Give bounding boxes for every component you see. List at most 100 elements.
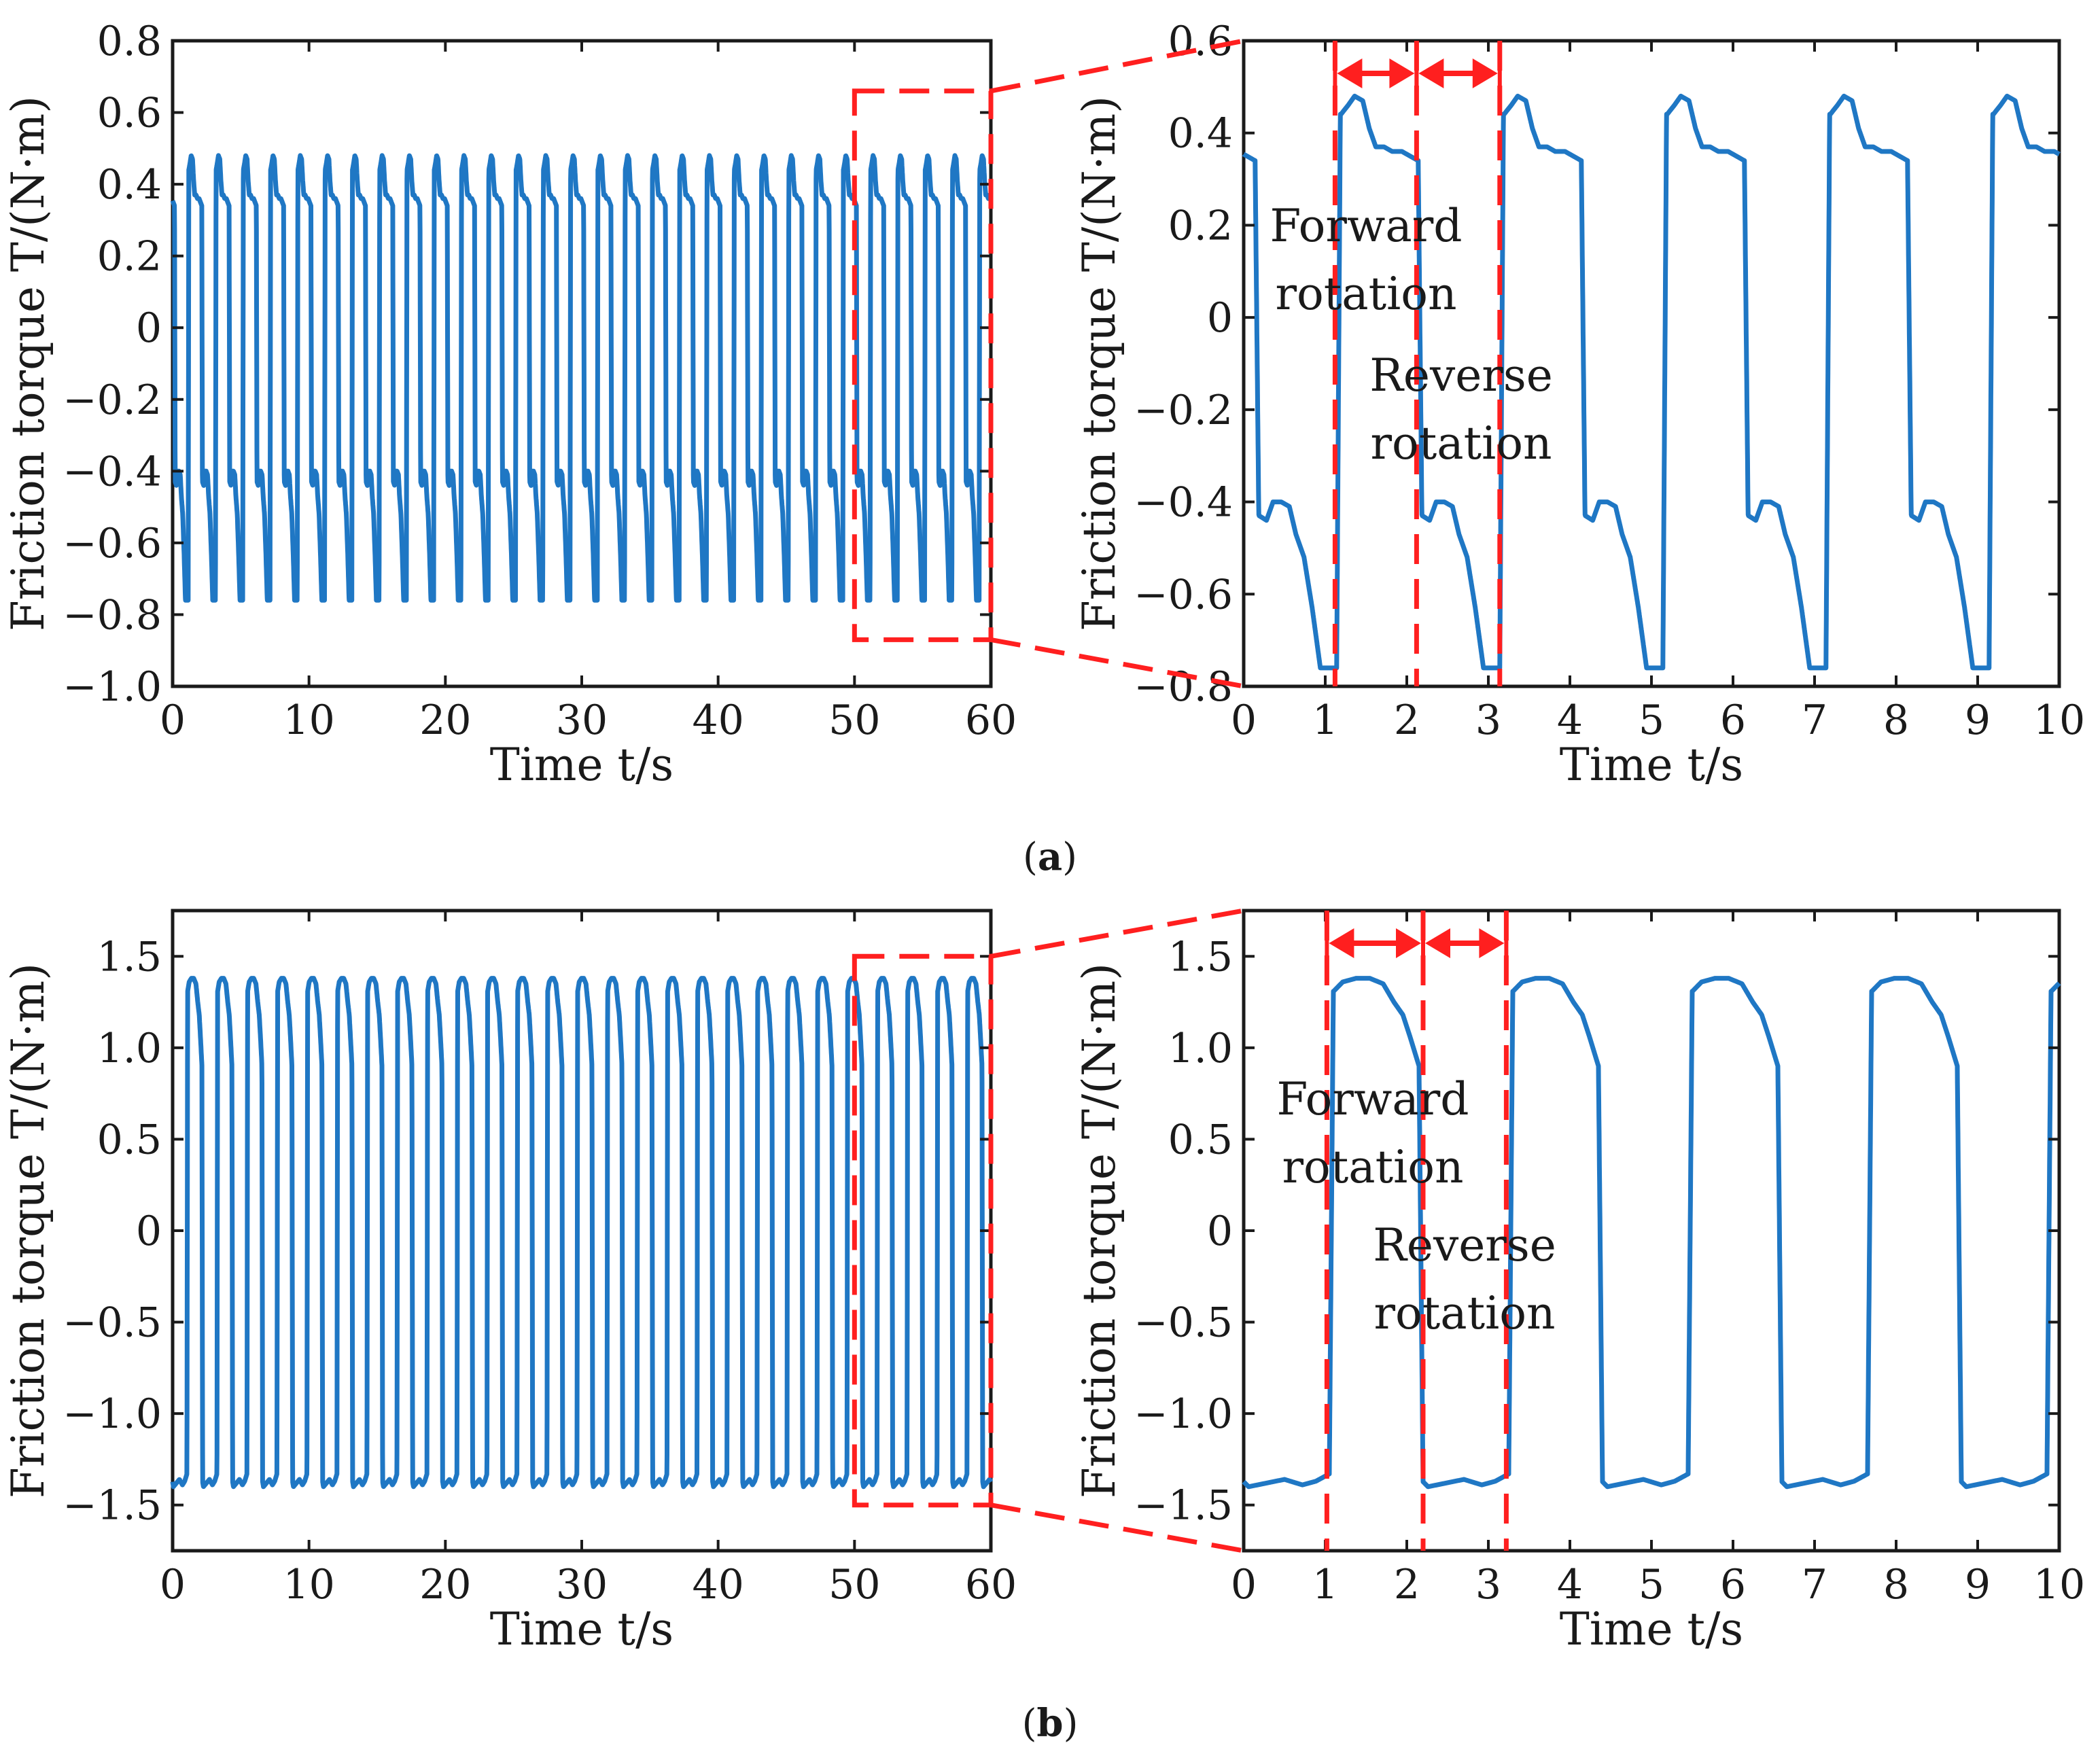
x-tick-label: 0	[1231, 697, 1257, 744]
y-tick-label: −1.5	[63, 1482, 162, 1530]
chart-b-full: 0 10 20 30 40 50 60 −1.5 −1.0 −0.5 0 0.5 1.0 1.5 Time …	[2, 909, 1017, 1655]
y-tick-label: −1.0	[63, 1390, 162, 1438]
x-tick-label: 40	[692, 1561, 743, 1608]
series-line-friction-torque	[1241, 976, 2062, 1490]
y-axis-label: Friction torque T/(N·m)	[2, 96, 54, 631]
x-tick-label: 1	[1312, 697, 1338, 744]
x-tick-label: 7	[1802, 697, 1827, 744]
arrow-head-left	[1337, 58, 1363, 88]
y-tick-label: −0.6	[1134, 571, 1233, 618]
y-tick-label: −1.0	[63, 663, 162, 711]
y-tick-label: 0	[136, 304, 162, 352]
annotation-reverse: rotation	[1373, 1287, 1555, 1339]
y-axis-label: Friction torque T/(N·m)	[1073, 96, 1125, 631]
arrow-head-left	[1329, 928, 1354, 958]
x-tick-label: 4	[1557, 697, 1583, 744]
chart-b-zoom: 0 1 2 3 4 5 6 7 8 9 10 −1.5 −1.0 −0.5 0 0.5 1.0 1.5 Time t…	[1073, 909, 2085, 1655]
arrow-head-right	[1389, 58, 1415, 88]
y-tick-label: 1.0	[1168, 1025, 1233, 1072]
x-tick-label: 5	[1639, 1561, 1664, 1608]
x-tick-label: 60	[965, 697, 1017, 744]
x-axis-label: Time t/s	[1560, 739, 1743, 791]
x-tick-label: 9	[1965, 1561, 1991, 1608]
y-tick-label: 0.2	[1168, 202, 1233, 249]
x-tick-label: 0	[1231, 1561, 1257, 1608]
y-tick-label: 0.4	[1168, 110, 1233, 158]
annotation-reverse: rotation	[1370, 417, 1552, 470]
y-tick-label: 0.5	[97, 1116, 162, 1163]
y-tick-label: 0.6	[97, 90, 162, 137]
x-tick-label: 4	[1557, 1561, 1583, 1608]
x-tick-label: 3	[1475, 697, 1501, 744]
y-axis-label: Friction torque T/(N·m)	[1073, 963, 1125, 1498]
arrow-head-left	[1425, 928, 1450, 958]
x-tick-label: 0	[160, 1561, 186, 1608]
x-tick-label: 5	[1639, 697, 1664, 744]
caption-b-letter: b	[1036, 1701, 1063, 1746]
x-tick-label: 10	[283, 1561, 334, 1608]
y-tick-label: −0.5	[63, 1299, 162, 1347]
y-tick-label: −0.2	[1134, 387, 1233, 434]
panel-a: 0 10 20 30 40 50 60−1.0−0.8−0.6−0.4−0.200.20.4…	[2, 18, 2085, 879]
caption-b: (b)	[1022, 1701, 1079, 1746]
x-tick-label: 2	[1394, 697, 1420, 744]
x-tick-label: 20	[419, 697, 471, 744]
x-tick-label: 6	[1720, 1561, 1746, 1608]
series-line-friction-torque	[170, 976, 994, 1490]
x-tick-label: 8	[1883, 697, 1909, 744]
annotation-forward: rotation	[1282, 1141, 1463, 1193]
caption-a: (a)	[1023, 834, 1077, 879]
x-axis-label: Time t/s	[490, 739, 673, 791]
annotation-reverse: Reverse	[1373, 1219, 1556, 1271]
arrow-head-right	[1396, 928, 1421, 958]
x-tick-label: 10	[2033, 1561, 2085, 1608]
y-tick-label: 0.4	[97, 161, 162, 209]
y-tick-label: 1.5	[97, 933, 162, 981]
x-tick-label: 60	[965, 1561, 1017, 1608]
x-tick-label: 2	[1394, 1561, 1420, 1608]
y-tick-label: 1.0	[97, 1025, 162, 1072]
x-tick-label: 6	[1720, 697, 1746, 744]
y-tick-label: 0	[1207, 1208, 1233, 1255]
y-tick-label: −0.5	[1134, 1299, 1233, 1347]
arrow-head-left	[1418, 58, 1444, 88]
y-tick-label: −0.8	[63, 591, 162, 639]
y-tick-label: 0	[136, 1208, 162, 1255]
y-tick-label: 0.5	[1168, 1116, 1233, 1163]
annotation-forward: rotation	[1275, 268, 1456, 320]
x-tick-label: 3	[1475, 1561, 1501, 1608]
x-axis-label: Time t/s	[490, 1603, 673, 1655]
plot-frame	[1242, 39, 2061, 688]
x-tick-label: 10	[283, 697, 334, 744]
chart-a-zoom: 0 1 2 3 4 5 6 7 8 9 10−0.8−0.6−0.4−0.200.20.40.6Ti…	[1073, 18, 2085, 791]
zoom-region-box	[852, 953, 994, 1508]
caption-a-letter: a	[1038, 834, 1062, 879]
y-tick-label: −0.4	[1134, 479, 1233, 527]
x-tick-label: 30	[556, 1561, 608, 1608]
x-tick-label: 0	[160, 697, 186, 744]
y-tick-label: −1.0	[1134, 1390, 1233, 1438]
y-tick-label: 0.8	[97, 18, 162, 65]
y-tick-label: −0.6	[63, 520, 162, 567]
y-tick-label: 0	[1207, 294, 1233, 342]
x-tick-label: 7	[1802, 1561, 1827, 1608]
y-tick-label: −0.2	[63, 376, 162, 424]
chart-a-full: 0 10 20 30 40 50 60 −1.0 −0.8 −0.6 −0.4 −0.2 0 0.2 0.4…	[2, 18, 1017, 791]
arrow-head-right	[1472, 58, 1498, 88]
x-tick-label: 8	[1883, 1561, 1909, 1608]
y-tick-label: 0.2	[97, 233, 162, 281]
annotation-forward: Forward	[1270, 200, 1462, 252]
x-tick-label: 10	[2033, 697, 2085, 744]
x-tick-label: 50	[828, 1561, 880, 1608]
x-tick-label: 40	[692, 697, 743, 744]
x-tick-label: 30	[556, 697, 608, 744]
y-tick-label: −1.5	[1134, 1482, 1233, 1530]
y-tick-label: 1.5	[1168, 933, 1233, 981]
zoom-region-box	[852, 88, 994, 642]
x-axis-label: Time t/s	[1560, 1603, 1743, 1655]
panel-b: 0 10 20 30 40 50 60−1.5−1.0−0.500.51.01.5Time …	[2, 908, 2085, 1746]
x-tick-label: 1	[1312, 1561, 1338, 1608]
annotation-forward: Forward	[1276, 1073, 1469, 1125]
x-tick-label: 50	[828, 697, 880, 744]
